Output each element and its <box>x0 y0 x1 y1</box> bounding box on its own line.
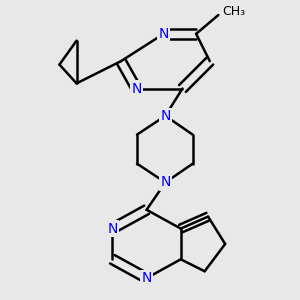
Text: CH₃: CH₃ <box>222 5 245 18</box>
Text: N: N <box>160 176 171 190</box>
Text: N: N <box>160 109 171 123</box>
Text: N: N <box>158 27 169 41</box>
Text: N: N <box>131 82 142 95</box>
Text: N: N <box>107 222 118 236</box>
Text: N: N <box>141 271 152 285</box>
